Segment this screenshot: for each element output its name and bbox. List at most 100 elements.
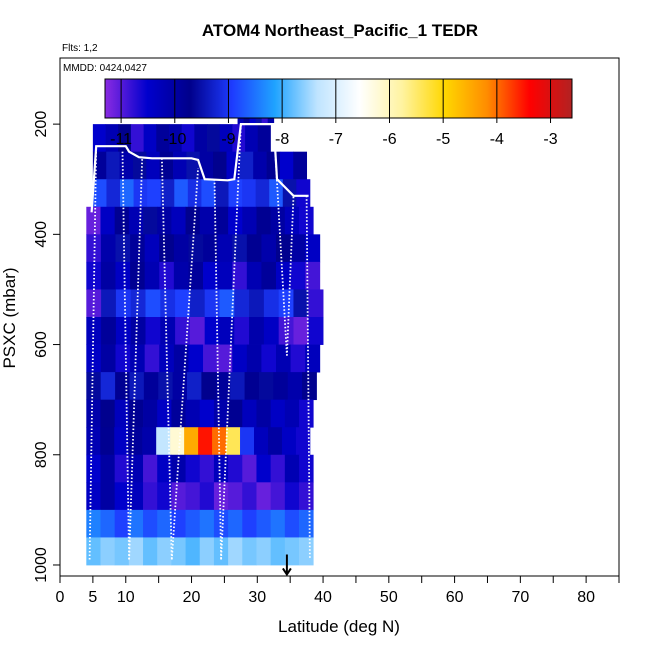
heatmap-cell xyxy=(217,234,233,263)
heatmap-cell xyxy=(215,372,231,401)
heatmap-cell xyxy=(100,427,115,456)
heatmap-cell xyxy=(171,482,186,511)
heatmap-cell xyxy=(256,537,272,566)
heatmap-cell xyxy=(100,509,116,538)
colorbar-tick-label: -5 xyxy=(436,131,450,148)
heatmap-cell xyxy=(242,399,257,428)
heatmap-cell xyxy=(100,206,116,235)
heatmap-cell xyxy=(128,427,143,456)
y-tick-label: 400 xyxy=(33,221,50,248)
heatmap-cell xyxy=(170,427,185,456)
flight-profile-line xyxy=(121,151,130,560)
heatmap-cell xyxy=(100,537,116,566)
heatmap-cell xyxy=(270,482,286,511)
heatmap-cell xyxy=(145,289,161,318)
heatmap-cell xyxy=(157,482,172,511)
heatmap-cell xyxy=(199,537,215,566)
heatmap-cell xyxy=(143,372,159,401)
heatmap-cell xyxy=(114,206,130,235)
colorbar-tick-label: -7 xyxy=(329,131,343,148)
heatmap-cell xyxy=(253,151,267,180)
x-axis: 0 5 10 20 30 40 50 60 70 80 xyxy=(56,576,620,606)
heatmap-cell xyxy=(157,399,172,428)
colorbar-tick-label: -10 xyxy=(163,131,186,148)
y-axis-label: PSXC (mbar) xyxy=(0,267,19,368)
heatmap-cell xyxy=(100,261,116,290)
plot-frame xyxy=(59,57,620,577)
heatmap-cell xyxy=(188,234,204,263)
heatmap-cell xyxy=(143,454,158,483)
colorbar-tick-label: -4 xyxy=(490,131,504,148)
flight-profile-line xyxy=(213,179,222,560)
heatmap-cell xyxy=(256,206,272,235)
heatmap-cell xyxy=(299,482,314,511)
y-tick-label: 1000 xyxy=(33,547,50,583)
x-tick-label: 0 xyxy=(56,589,65,606)
heatmap-cell xyxy=(242,179,257,208)
heatmap-cell xyxy=(255,179,270,208)
heatmap-cell xyxy=(199,151,214,180)
heatmap-cell xyxy=(299,454,314,483)
heatmap-cell xyxy=(203,234,219,263)
heatmap-cell xyxy=(114,509,130,538)
heatmap-cell xyxy=(92,124,106,153)
heatmap-cell xyxy=(207,124,221,153)
heatmap-cell xyxy=(213,454,229,483)
heatmap-cell xyxy=(118,124,132,153)
colorbar-tick-label: -8 xyxy=(275,131,289,148)
heatmap-cell xyxy=(266,151,281,180)
flight-profile-line xyxy=(305,195,311,560)
heatmap-cell xyxy=(100,344,116,373)
heatmap-cell xyxy=(212,427,227,456)
heatmap-cell xyxy=(100,482,116,511)
heatmap-cell xyxy=(143,206,158,235)
chart-title: ATOM4 Northeast_Pacific_1 TEDR xyxy=(202,21,478,40)
heatmap-cell xyxy=(278,289,294,318)
heatmap-cell xyxy=(128,399,144,428)
heatmap-cell xyxy=(86,427,101,456)
heatmap-cell xyxy=(255,113,263,125)
heatmap-cell xyxy=(228,537,243,566)
heatmap-cell xyxy=(173,151,187,180)
heatmap-cell xyxy=(234,289,250,318)
heatmap-cell xyxy=(160,317,176,345)
y-tick-label: 600 xyxy=(33,331,50,358)
heatmap-cell xyxy=(270,537,286,566)
heatmap-cell xyxy=(293,151,308,180)
heatmap-cell xyxy=(242,537,257,566)
heatmap-cell xyxy=(256,482,272,511)
heatmap-cell xyxy=(296,179,311,208)
marker-arrow-head xyxy=(282,567,292,577)
colorbar-tick-label: -3 xyxy=(543,131,557,148)
heatmap-cell xyxy=(284,509,300,538)
heatmap-cell xyxy=(276,261,291,290)
heatmap-cell xyxy=(130,234,146,263)
heatmap-cell xyxy=(290,234,306,263)
heatmap-cell xyxy=(267,427,283,456)
heatmap-cell xyxy=(302,372,317,401)
heatmap-cell xyxy=(199,482,215,511)
heatmap-cell xyxy=(106,179,121,208)
heatmap-cell xyxy=(228,206,243,235)
heatmap-cell xyxy=(115,344,131,373)
heatmap-cell xyxy=(100,454,116,483)
heatmap-cell xyxy=(144,344,160,373)
heatmap-cell xyxy=(128,482,144,511)
heatmap-cell xyxy=(181,124,195,153)
heatmap-cell xyxy=(219,124,233,153)
heatmap-cell xyxy=(143,399,158,428)
heatmap-cell xyxy=(308,317,324,345)
heatmap-cell xyxy=(263,289,280,318)
flight-track-line xyxy=(90,122,309,213)
heatmap-cell xyxy=(254,427,269,456)
heatmap-cell xyxy=(199,454,215,483)
x-tick-label: 5 xyxy=(88,589,97,606)
y-axis: 200 400 600 800 1000 xyxy=(33,111,60,583)
heatmap-cell xyxy=(199,206,215,235)
heatmap-cell xyxy=(173,344,189,373)
heatmap-cell xyxy=(290,261,306,290)
heatmap-cell xyxy=(130,344,146,373)
heatmap-cell xyxy=(144,234,160,263)
heatmap-cell xyxy=(213,509,229,538)
dates-label: MMDD: 0424,0427 xyxy=(63,63,147,74)
